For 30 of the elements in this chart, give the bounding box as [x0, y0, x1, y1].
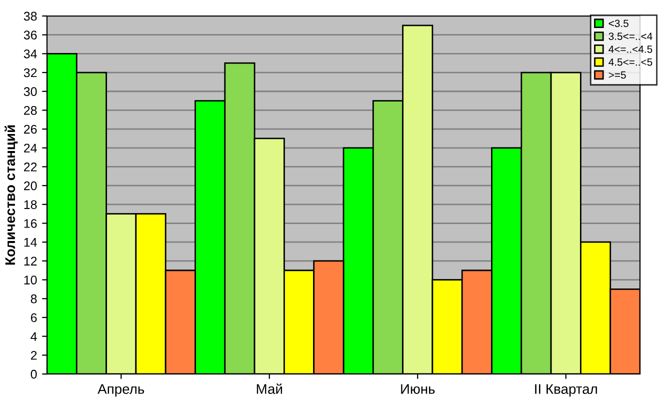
legend-label: 4.5<=..<5	[608, 58, 652, 66]
y-tick-label: 24	[24, 144, 37, 152]
x-tick-label: Май	[256, 383, 282, 394]
y-tick-label: 34	[24, 49, 37, 58]
y-tick-label: 26	[24, 124, 37, 134]
y-tick-label: 14	[24, 238, 37, 247]
y-tick-label: 30	[24, 87, 37, 96]
legend-label: <3.5	[608, 20, 628, 28]
legend-label: 3.5<=..<4	[608, 32, 652, 40]
y-tick-label: 10	[24, 276, 37, 284]
y-tick-label: 36	[24, 30, 37, 40]
y-tick-label: 38	[24, 12, 37, 21]
y-tick-label: 2	[30, 350, 37, 360]
y-tick-label: 16	[24, 219, 37, 228]
y-tick-label: 0	[30, 370, 37, 379]
y-tick-label: 4	[30, 332, 37, 341]
y-tick-label: 32	[24, 68, 37, 78]
y-tick-label: 8	[30, 294, 37, 304]
y-tick-label: 12	[24, 256, 37, 266]
legend-label: >=5	[608, 71, 626, 79]
y-tick-label: 18	[24, 200, 37, 210]
legend-label: 4<=..<4.5	[608, 46, 652, 53]
y-tick-label: 6	[30, 313, 37, 322]
x-tick-label: Июнь	[401, 384, 435, 394]
x-tick-label: II Квартал	[535, 384, 597, 397]
x-tick-label: Апрель	[98, 384, 144, 397]
y-tick-label: 28	[24, 106, 37, 115]
y-axis-title: Количество станций	[4, 125, 18, 265]
y-tick-label: 20	[24, 181, 37, 190]
y-tick-label: 22	[24, 162, 37, 172]
